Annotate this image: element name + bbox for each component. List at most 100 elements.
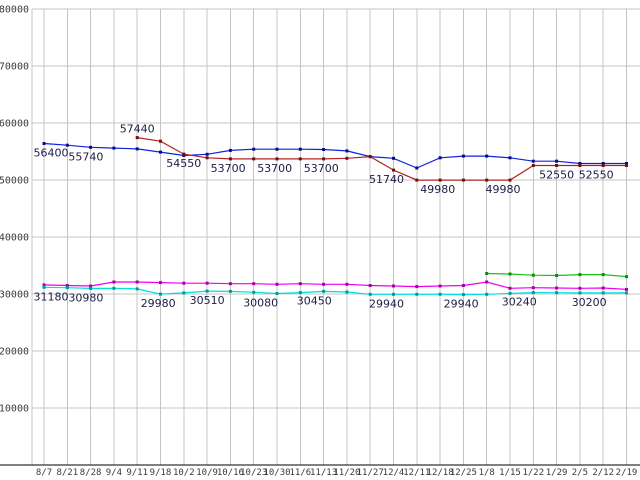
series-magenta-line [43, 281, 627, 290]
x-axis-label: 12/18 [427, 468, 454, 478]
series-magenta-point [42, 283, 46, 287]
series-red-point [461, 178, 465, 182]
series-cyan-point [112, 286, 116, 290]
series-blue-point [508, 156, 512, 160]
series-blue-point [298, 147, 302, 151]
series-blue-point [135, 147, 139, 151]
series-red-point [182, 152, 186, 156]
series-red-line [137, 137, 627, 181]
data-label: 53700 [257, 162, 292, 175]
series-red-point [555, 164, 559, 167]
x-axis-label: 11/13 [310, 468, 337, 478]
series-magenta-point [252, 282, 256, 286]
x-axis-label: 2/12 [592, 468, 614, 478]
series-blue-point [555, 159, 559, 163]
data-label: 51740 [369, 173, 404, 186]
series-red-point [135, 136, 139, 140]
series-cyan-point [578, 291, 582, 295]
series-magenta-point [228, 282, 232, 286]
series-cyan-point [555, 291, 559, 295]
series-blue-point [485, 154, 489, 158]
series-red-point [508, 178, 512, 182]
series-magenta-point [345, 282, 349, 286]
series-magenta-point [135, 280, 139, 284]
series-cyan-point [205, 289, 209, 293]
series-red-point [345, 156, 349, 160]
series-magenta-point [205, 281, 209, 285]
x-axis-label: 10/9 [196, 468, 218, 478]
x-axis-label: 11/6 [289, 468, 311, 478]
series-red-point [252, 157, 256, 161]
series-magenta-point [531, 286, 535, 290]
series-cyan-point [508, 291, 512, 295]
y-axis-label: 40000 [0, 233, 29, 244]
y-axis-label: 80000 [0, 5, 29, 16]
series-red-point [392, 168, 395, 172]
series-blue-point [578, 162, 582, 165]
series-blue-point [228, 148, 232, 152]
x-axis-label: 10/2 [173, 468, 195, 478]
series-blue-line [43, 142, 627, 169]
x-axis-label: 8/21 [56, 468, 78, 478]
series-red-point [275, 157, 279, 161]
series-magenta-point [578, 286, 582, 290]
series-magenta-point [438, 284, 442, 288]
series-cyan-point [531, 291, 535, 295]
series-cyan-point [461, 293, 465, 297]
series-green-point [625, 275, 628, 279]
series-green-point [555, 274, 559, 277]
series-cyan-point [415, 292, 419, 296]
series-magenta-point [461, 284, 465, 287]
y-axis-label: 50000 [0, 176, 29, 187]
series-cyan-point [322, 289, 326, 293]
series-magenta-point [625, 287, 628, 291]
data-label: 30450 [297, 294, 332, 307]
data-label: 30200 [572, 296, 607, 309]
series-cyan-point [89, 286, 93, 290]
series-magenta-point [485, 280, 489, 284]
data-label: 57440 [120, 123, 155, 136]
data-label: 54550 [166, 157, 201, 170]
y-axis-label: 60000 [0, 119, 29, 130]
series-magenta-point [89, 284, 93, 288]
series-magenta-point [182, 281, 186, 285]
x-axis-label: 10/23 [240, 468, 267, 478]
series-blue-point [42, 142, 46, 145]
series-cyan-point [438, 292, 442, 296]
series-cyan-point [625, 291, 628, 295]
x-axis-label: 8/28 [80, 468, 102, 478]
x-axis-label: 11/27 [357, 468, 384, 478]
data-label: 49980 [486, 183, 521, 196]
series-blue-point [205, 152, 209, 156]
series-red-point [322, 157, 326, 161]
series-red-point [531, 164, 535, 167]
x-axis-label: 2/19 [616, 468, 638, 478]
x-axis-label: 12/25 [450, 468, 477, 478]
series-cyan-point [252, 290, 256, 294]
data-label: 53700 [304, 162, 339, 175]
series-cyan-point [228, 289, 232, 293]
x-axis-label: 10/30 [263, 468, 290, 478]
x-axis-label: 9/4 [106, 468, 122, 478]
series-magenta-point [322, 282, 326, 286]
series-magenta-point [392, 284, 395, 288]
data-label: 30240 [502, 296, 537, 309]
series-cyan-point [275, 292, 279, 295]
x-axis-label: 9/18 [150, 468, 172, 478]
series-red-point [485, 178, 489, 182]
series-blue-point [461, 154, 465, 158]
series-red-point [415, 178, 419, 182]
series-red-point [228, 157, 232, 161]
data-label: 52550 [579, 169, 614, 182]
data-label: 29940 [369, 297, 404, 310]
series-green-point [508, 272, 512, 276]
series-cyan-point [485, 292, 489, 296]
x-axis-label: 10/16 [217, 468, 244, 478]
x-axis-label: 8/7 [36, 468, 52, 478]
series-cyan-point [42, 285, 46, 289]
x-axis-label: 1/8 [479, 468, 495, 478]
series-red-point [368, 155, 372, 159]
series-blue-point [345, 149, 349, 153]
series-blue-point [275, 147, 279, 151]
